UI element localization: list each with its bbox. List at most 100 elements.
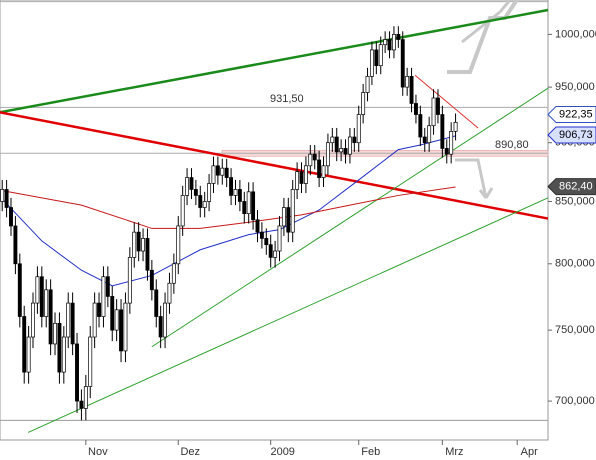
candle: [246, 182, 251, 224]
x-tick-label: 2009: [270, 446, 294, 458]
candle-body: [277, 225, 282, 252]
candle-body: [176, 225, 181, 265]
candle-body: [141, 238, 146, 252]
candle-body: [453, 121, 458, 132]
x-tick-label: Dez: [180, 446, 200, 458]
candle: [202, 191, 207, 218]
candle-body: [149, 269, 154, 291]
candle-body: [229, 177, 234, 196]
candle: [295, 162, 300, 200]
candle: [259, 222, 264, 249]
candle: [436, 89, 440, 124]
candle-body: [66, 302, 71, 338]
candle: [347, 127, 352, 164]
candle: [127, 247, 132, 314]
candle-body: [83, 386, 88, 409]
candle: [414, 94, 418, 124]
y-tick-label: 750,000: [555, 324, 595, 336]
candle-body: [167, 282, 172, 304]
candle: [70, 292, 75, 356]
candle: [145, 228, 150, 281]
candle-body: [105, 276, 110, 297]
candle-body: [123, 302, 128, 352]
y-tick-label: 1000,000: [555, 28, 596, 40]
candle: [44, 279, 49, 328]
candle: [9, 197, 13, 236]
candle: [325, 133, 330, 176]
candle: [154, 279, 159, 328]
candle: [321, 156, 326, 188]
candle: [334, 127, 339, 162]
candle: [237, 179, 242, 212]
candle: [418, 105, 423, 147]
candle-body: [295, 171, 300, 190]
candle: [317, 150, 322, 188]
candle: [61, 326, 66, 384]
candle-body: [405, 75, 410, 88]
candle-body: [185, 177, 190, 196]
candle-body: [97, 302, 101, 317]
y-tick-label: 700,000: [555, 395, 595, 407]
trendline: [27, 197, 549, 433]
candle-body: [189, 177, 194, 190]
candle-body: [75, 343, 79, 402]
candle: [83, 374, 88, 421]
candle: [387, 31, 392, 59]
candle: [290, 179, 295, 243]
candle: [251, 182, 256, 230]
trendline: [414, 74, 479, 129]
candle-body: [215, 165, 220, 176]
candle-body: [31, 302, 35, 338]
level-label: 890,80: [495, 139, 529, 151]
candle-body: [281, 207, 286, 227]
candle: [396, 26, 401, 48]
candle-body: [422, 136, 427, 144]
candle-body: [171, 263, 176, 284]
candle: [365, 67, 370, 102]
candle: [193, 179, 198, 206]
candle: [449, 122, 454, 164]
candle-body: [409, 75, 414, 104]
candle: [35, 266, 40, 314]
candle-body: [136, 231, 141, 252]
level-label: 931,50: [270, 93, 304, 105]
candle: [132, 222, 137, 268]
candle: [141, 228, 146, 262]
y-tick-label: 950,000: [555, 81, 595, 93]
candle-body: [119, 309, 123, 352]
candle: [308, 144, 313, 176]
candle-body: [202, 201, 207, 208]
candle-body: [39, 276, 44, 317]
candle: [405, 67, 410, 96]
candle-body: [361, 92, 366, 115]
candle-body: [378, 44, 383, 67]
candle: [369, 41, 374, 85]
candle-body: [26, 336, 31, 373]
candle-body: [251, 191, 256, 221]
candle: [383, 31, 388, 54]
candle: [440, 105, 445, 158]
candle: [53, 312, 57, 356]
candle-body: [211, 165, 216, 184]
candle: [17, 253, 22, 328]
candle-body: [246, 191, 251, 214]
candle: [13, 216, 18, 275]
candle: [180, 185, 185, 236]
candle-body: [391, 34, 396, 51]
price-label: 862,40: [559, 180, 593, 192]
candle-body: [436, 97, 440, 115]
candle: [215, 156, 220, 185]
candle: [242, 191, 247, 224]
candle: [409, 67, 414, 113]
candle-body: [163, 302, 168, 338]
candle-body: [268, 244, 273, 258]
candle-body: [4, 189, 9, 208]
candle-body: [92, 302, 97, 338]
candle: [110, 285, 115, 342]
candle-body: [158, 316, 163, 338]
candle: [233, 179, 238, 206]
candle: [330, 127, 335, 152]
candle: [26, 326, 31, 384]
